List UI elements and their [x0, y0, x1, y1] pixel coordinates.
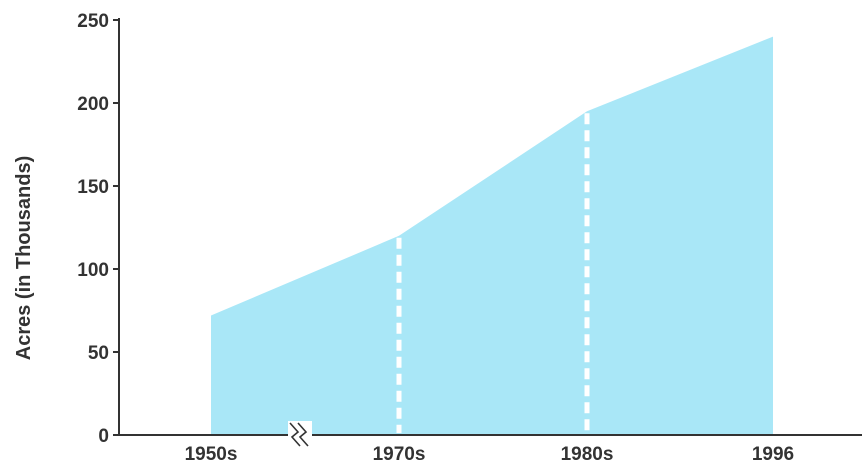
y-tick-label: 0 [98, 426, 109, 447]
y-tick-label: 150 [77, 177, 109, 198]
y-axis-title: Acres (in Thousands) [13, 156, 35, 360]
axis-break-mark-right [297, 422, 309, 447]
y-axis-ticks: 0 50 100 150 200 250 [77, 11, 119, 447]
y-tick-label: 50 [88, 343, 109, 364]
x-tick-label-1996: 1996 [752, 444, 794, 465]
y-tick-label: 200 [77, 94, 109, 115]
area-series [211, 36, 773, 435]
x-tick-label-1950s: 1950s [185, 444, 238, 465]
axis-break-icon [288, 421, 312, 449]
plot-area [211, 36, 773, 435]
y-tick-label: 250 [77, 11, 109, 32]
x-axis-ticks: 1950s 1970s 1980s 1996 [185, 444, 795, 465]
axis-break-mark-left [289, 422, 301, 447]
axes [113, 18, 862, 436]
x-tick-label-1970s: 1970s [373, 444, 426, 465]
y-tick-label: 100 [77, 260, 109, 281]
x-tick-label-1980s: 1980s [561, 444, 614, 465]
